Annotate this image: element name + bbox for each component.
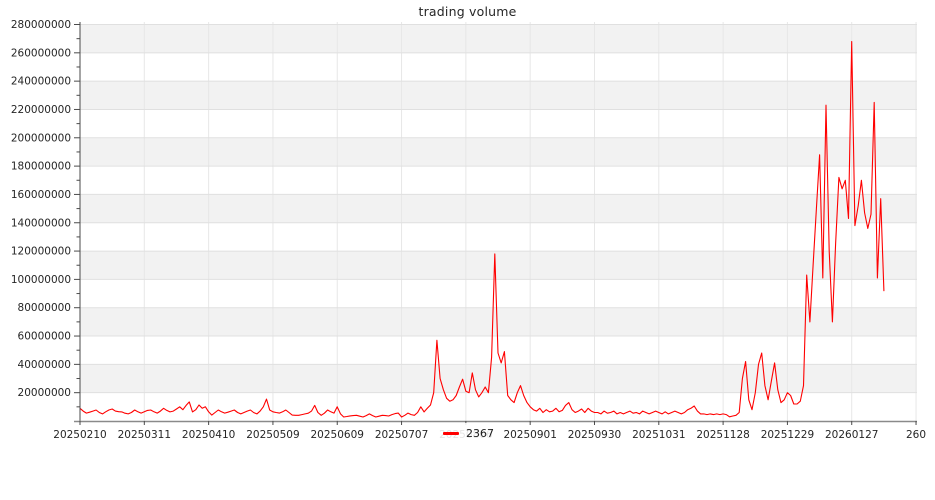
y-tick-label: 20000000 — [18, 387, 71, 399]
x-tick-label: 20250930 — [568, 429, 621, 441]
y-grid-band — [80, 81, 917, 110]
x-tick-label: 20260127 — [825, 429, 878, 441]
y-tick-label: 260000000 — [11, 47, 71, 59]
y-tick-label: 160000000 — [11, 189, 71, 201]
y-tick-label: 200000000 — [11, 132, 71, 144]
y-grid-band — [80, 24, 917, 53]
x-tick-label: 20251229 — [761, 429, 814, 441]
y-grid-band — [80, 251, 917, 280]
y-tick-label: 280000000 — [11, 19, 71, 31]
y-tick-label: 40000000 — [18, 359, 71, 371]
x-tick-label: 20250509 — [246, 429, 299, 441]
x-tick-label: 20250311 — [118, 429, 171, 441]
x-tick-label: 20250707 — [375, 429, 428, 441]
y-tick-label: 220000000 — [11, 104, 71, 116]
y-grid-band — [80, 137, 917, 167]
y-tick-label: 60000000 — [18, 331, 71, 343]
x-tick-label: 20251128 — [696, 429, 749, 441]
chart-title: trading volume — [418, 4, 517, 19]
x-tick-label: 20250410 — [182, 429, 235, 441]
y-tick-label: 240000000 — [11, 76, 71, 88]
y-grid-band — [80, 307, 917, 337]
y-grid-band — [80, 194, 917, 223]
legend: 2367 — [436, 423, 501, 444]
x-tick-label: 20250901 — [503, 429, 556, 441]
x-tick-label: 20251031 — [632, 429, 685, 441]
y-tick-label: 80000000 — [18, 302, 71, 314]
y-grid-band — [80, 364, 917, 393]
y-tick-label: 180000000 — [11, 161, 71, 173]
x-tick-label: 260 — [906, 429, 926, 441]
legend-line-swatch — [443, 432, 459, 435]
y-tick-label: 100000000 — [11, 274, 71, 286]
y-tick-label: 140000000 — [11, 217, 71, 229]
volume-line — [79, 40, 885, 418]
x-tick-label: 20250210 — [53, 429, 106, 441]
y-tick-label: 120000000 — [11, 246, 71, 258]
legend-series-label: 2367 — [466, 427, 494, 440]
x-tick-label: 20250609 — [311, 429, 364, 441]
